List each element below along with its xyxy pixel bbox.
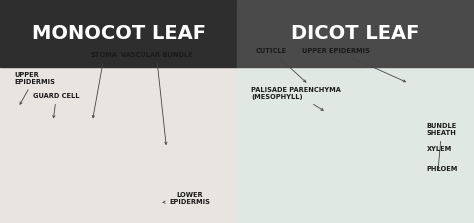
Bar: [237, 67, 474, 223]
Text: GUARD CELL: GUARD CELL: [33, 93, 80, 118]
Text: CUTICLE: CUTICLE: [256, 47, 306, 82]
Bar: [237, 0, 474, 67]
Text: UPPER EPIDERMIS: UPPER EPIDERMIS: [302, 47, 405, 82]
Text: VASCULAR BUNDLE: VASCULAR BUNDLE: [120, 52, 192, 144]
Text: XYLEM: XYLEM: [427, 147, 452, 152]
Bar: [0, 67, 237, 223]
Text: UPPER
EPIDERMIS: UPPER EPIDERMIS: [14, 72, 55, 104]
Bar: [0, 0, 237, 67]
Text: BUNDLE
SHEATH: BUNDLE SHEATH: [427, 123, 457, 169]
Text: STOMA: STOMA: [91, 52, 118, 118]
Text: PHLOEM: PHLOEM: [427, 167, 458, 172]
Text: DICOT LEAF: DICOT LEAF: [292, 24, 419, 43]
Text: LOWER
EPIDERMIS: LOWER EPIDERMIS: [163, 192, 210, 205]
Text: PALISADE PARENCHYMA
(MESOPHYLL): PALISADE PARENCHYMA (MESOPHYLL): [251, 87, 341, 110]
Text: MONOCOT LEAF: MONOCOT LEAF: [31, 24, 206, 43]
